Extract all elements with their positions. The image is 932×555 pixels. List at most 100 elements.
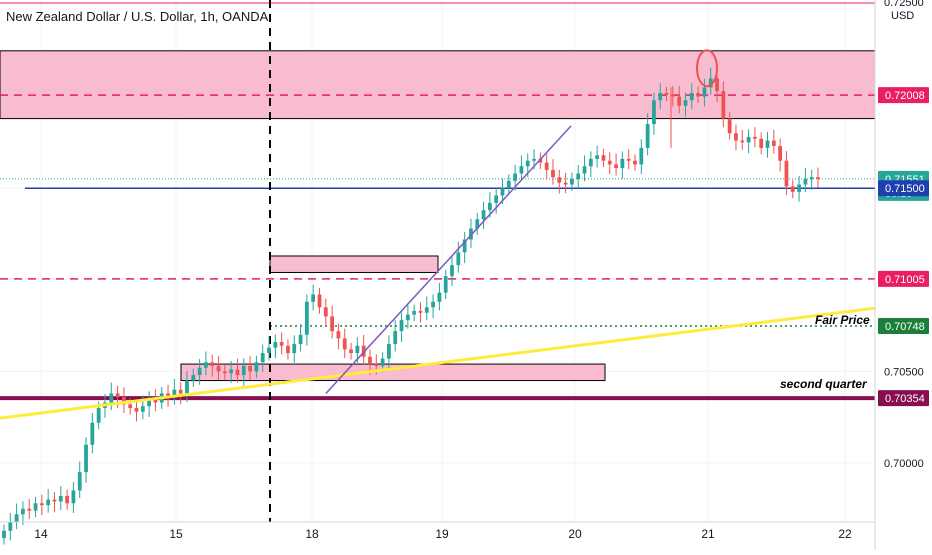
candle-body-124 (785, 161, 789, 187)
candle-body-53 (337, 331, 341, 338)
candle-body-36 (229, 370, 233, 374)
candle-body-51 (324, 307, 328, 316)
candle-body-47 (299, 335, 303, 344)
candle-body-118 (747, 137, 751, 142)
candle-body-98 (620, 159, 624, 168)
candle-body-5 (34, 503, 38, 510)
candle-body-64 (406, 315, 410, 320)
candle-body-127 (803, 179, 807, 184)
candle-body-96 (608, 161, 612, 165)
y-tick-0.72500: 0.72500 (884, 0, 924, 9)
candle-body-12 (78, 472, 82, 490)
candle-body-129 (816, 177, 820, 179)
candle-body-91 (576, 174, 580, 179)
candle-body-42 (267, 348, 271, 353)
second-quarter-annotation: second quarter (780, 377, 868, 391)
candle-body-67 (425, 307, 429, 312)
candle-body-71 (450, 265, 454, 276)
candle-body-3 (21, 509, 25, 514)
candle-body-126 (797, 185, 801, 192)
candle-body-79 (501, 188, 505, 195)
x-tick-22: 22 (838, 527, 852, 541)
candle-body-89 (564, 183, 568, 185)
candle-body-48 (305, 302, 309, 335)
candle-body-8 (53, 500, 57, 502)
candle-body-87 (551, 170, 555, 177)
candle-body-99 (627, 159, 631, 161)
candle-body-52 (330, 316, 334, 331)
candle-body-62 (393, 331, 397, 344)
candle-body-77 (488, 203, 492, 210)
candle-body-86 (545, 163, 549, 170)
candle-body-29 (185, 381, 189, 394)
candle-body-44 (280, 342, 284, 346)
candle-body-59 (374, 364, 378, 366)
candle-body-70 (444, 276, 448, 292)
y-tick-0.70000: 0.70000 (884, 458, 924, 470)
candle-body-56 (355, 346, 359, 353)
candle-body-117 (740, 141, 744, 143)
candle-body-10 (65, 496, 69, 503)
x-tick-14: 14 (34, 527, 48, 541)
candle-body-9 (59, 496, 63, 501)
candle-body-72 (456, 252, 460, 265)
candle-body-116 (734, 133, 738, 140)
price-label-0.70354: 0.70354 (878, 390, 929, 406)
candle-body-88 (557, 177, 561, 182)
candle-body-83 (526, 161, 530, 166)
candle-body-122 (772, 141, 776, 146)
candle-body-76 (482, 210, 486, 219)
candle-body-63 (400, 320, 404, 331)
candle-body-110 (696, 93, 700, 97)
candle-body-104 (658, 93, 662, 100)
candle-body-50 (318, 294, 322, 307)
y-tick-0.70500: 0.70500 (884, 366, 924, 378)
candle-body-49 (311, 294, 315, 301)
price-label-0.70748: 0.70748 (878, 318, 929, 334)
candle-body-38 (242, 366, 246, 375)
candle-body-106 (671, 95, 675, 97)
candle-body-41 (261, 353, 265, 362)
candle-body-30 (191, 375, 195, 380)
candle-body-68 (431, 302, 435, 307)
candle-body-69 (438, 293, 442, 302)
price-label-text-5: 0.70354 (885, 393, 925, 405)
price-label-0.71500: 0.71500 (878, 180, 929, 196)
candle-body-94 (595, 155, 599, 159)
candle-body-58 (368, 357, 372, 364)
candle-body-103 (652, 100, 656, 124)
price-label-text-2: 0.71500 (885, 183, 925, 195)
candle-body-92 (583, 166, 587, 173)
candle-body-115 (728, 119, 732, 134)
candle-body-65 (412, 311, 416, 315)
price-label-0.71005: 0.71005 (878, 271, 929, 287)
candle-body-97 (614, 164, 618, 168)
candle-body-31 (198, 368, 202, 375)
candle-body-43 (273, 342, 277, 347)
candle-body-90 (570, 179, 574, 184)
candle-body-34 (217, 366, 221, 371)
candle-body-22 (141, 406, 145, 411)
candle-body-21 (135, 408, 139, 412)
candle-body-17 (109, 393, 113, 402)
candle-body-102 (646, 124, 650, 148)
candle-body-81 (513, 174, 517, 181)
x-tick-15: 15 (169, 527, 183, 541)
supply-zone (270, 256, 438, 272)
candle-body-114 (721, 91, 725, 118)
price-label-text-0: 0.72008 (885, 90, 925, 102)
candle-body-1 (8, 522, 12, 531)
candle-body-123 (778, 146, 782, 161)
candle-body-95 (602, 155, 606, 160)
candle-body-84 (532, 159, 536, 161)
candle-body-54 (343, 338, 347, 349)
candle-body-101 (639, 148, 643, 164)
candle-body-55 (349, 349, 353, 353)
candle-body-128 (810, 177, 814, 179)
candle-body-100 (633, 161, 637, 165)
candle-body-7 (46, 500, 50, 505)
candle-body-45 (286, 346, 290, 353)
candle-body-93 (589, 159, 593, 166)
